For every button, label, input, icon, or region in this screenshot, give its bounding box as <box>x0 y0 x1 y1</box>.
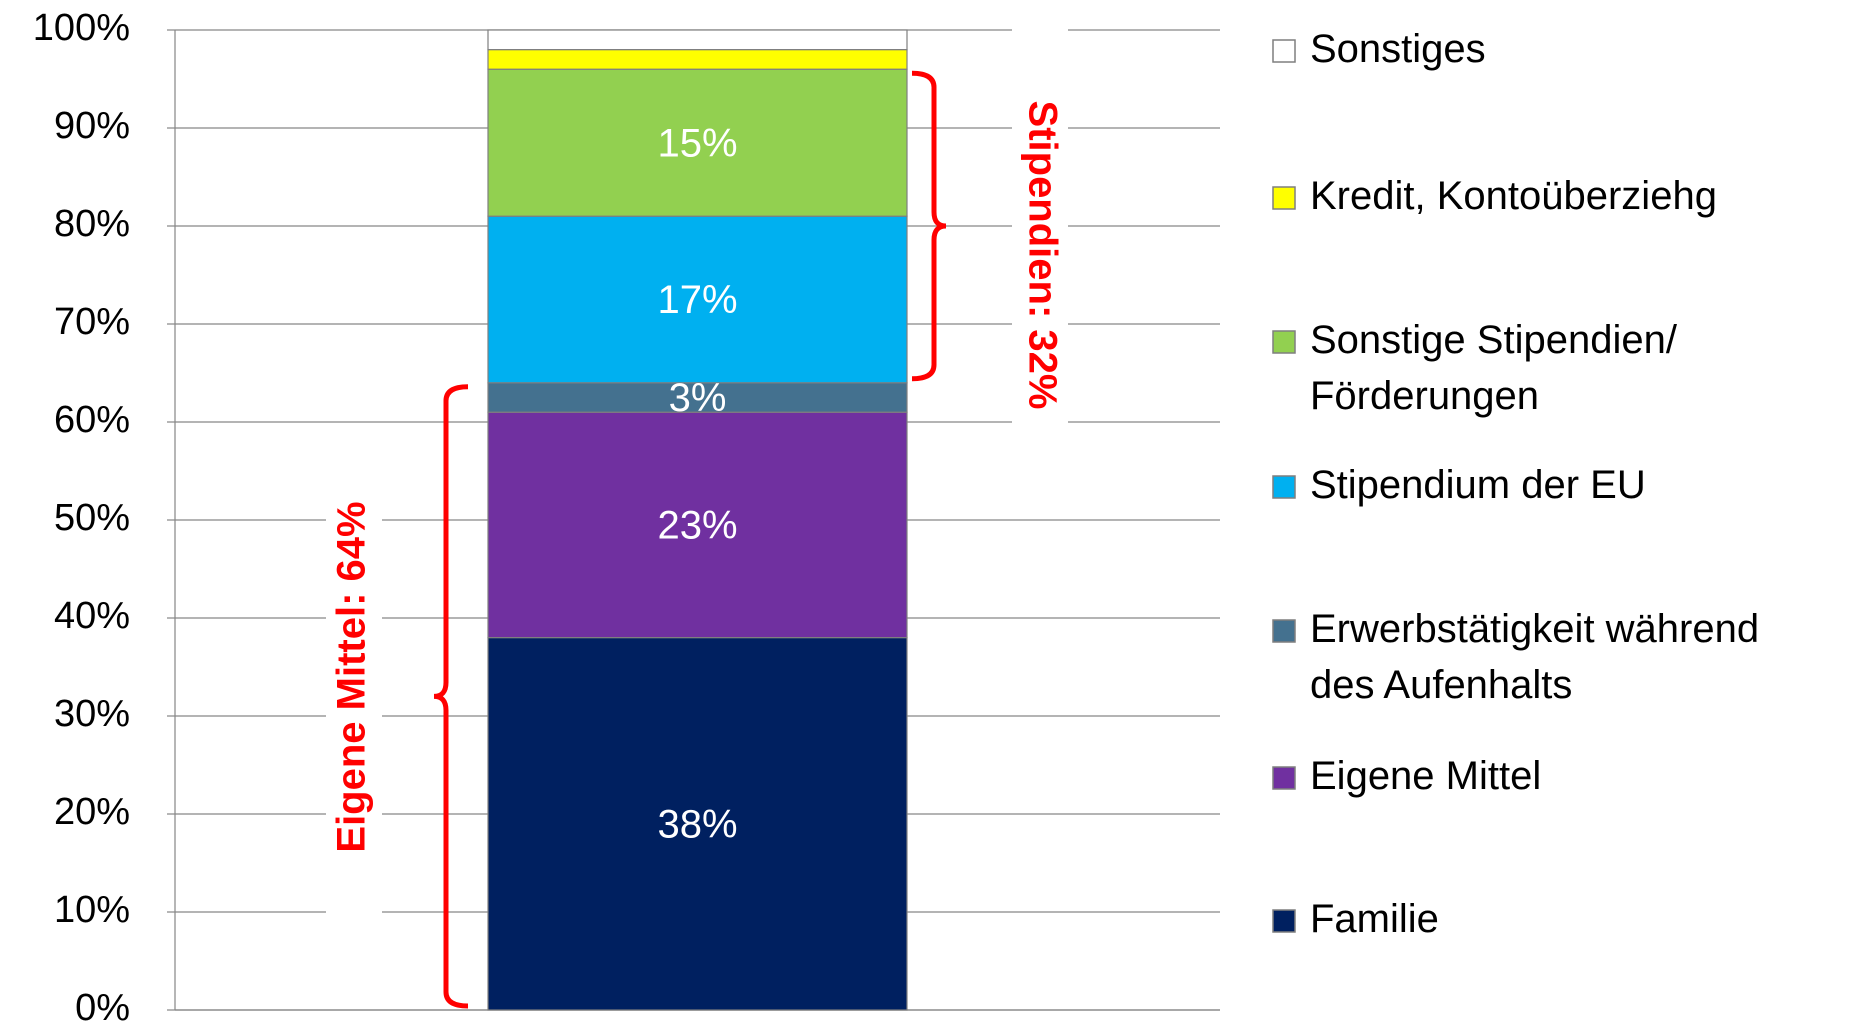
annotation: Stipendien: 32% <box>1020 101 1064 410</box>
legend-line: Sonstiges <box>1310 27 1486 71</box>
legend-label: Familie <box>1310 897 1439 941</box>
data-label: 15% <box>657 121 737 165</box>
legend-swatch <box>1272 186 1296 210</box>
y-tick-label: 10% <box>54 889 130 931</box>
y-tick-label: 80% <box>54 203 130 245</box>
legend-line: Familie <box>1310 897 1439 941</box>
data-label: 17% <box>657 278 737 322</box>
legend-swatch <box>1272 39 1296 63</box>
legend-label: Stipendium der EU <box>1310 463 1646 507</box>
annotation-bg <box>1012 15 1068 495</box>
legend-label: Sonstige Stipendien/Förderungen <box>1310 318 1678 418</box>
y-tick-label: 30% <box>54 693 130 735</box>
y-tick-label: 100% <box>33 7 130 49</box>
y-tick-label: 0% <box>75 987 130 1025</box>
legend-line: Förderungen <box>1310 374 1539 418</box>
bar-segment <box>487 68 908 217</box>
bar-segment <box>487 636 908 1011</box>
data-label: 3% <box>669 376 727 420</box>
annotation-bg <box>326 437 382 917</box>
legend-swatch <box>1272 330 1296 354</box>
y-tick-label: 60% <box>54 399 130 441</box>
legend-line: Erwerbstätigkeit während <box>1310 607 1759 651</box>
legend-line: Stipendium der EU <box>1310 463 1646 507</box>
data-label: 23% <box>657 503 737 547</box>
y-tick-label: 90% <box>54 105 130 147</box>
legend-label: Erwerbstätigkeit während des Aufenhalts <box>1310 607 1759 707</box>
brace <box>911 70 947 382</box>
bar-segment <box>487 48 908 70</box>
legend-line: Eigene Mittel <box>1310 754 1541 798</box>
legend-swatch <box>1272 909 1296 933</box>
data-label: 38% <box>657 802 737 846</box>
y-tick-label: 20% <box>54 791 130 833</box>
bar-segment <box>487 29 908 51</box>
y-tick-label: 70% <box>54 301 130 343</box>
legend-line: des Aufenhalts <box>1310 663 1572 707</box>
y-tick-label: 40% <box>54 595 130 637</box>
legend-label: Kredit, Kontoüberziehg <box>1310 174 1717 218</box>
bar-segment <box>487 411 908 639</box>
brace <box>433 384 469 1009</box>
legend-label: Sonstiges <box>1310 27 1486 71</box>
legend-line: Kredit, Kontoüberziehg <box>1310 174 1717 218</box>
legend-line: Sonstige Stipendien/ <box>1310 318 1678 362</box>
legend-label: Eigene Mittel <box>1310 754 1541 798</box>
y-tick-label: 50% <box>54 497 130 539</box>
legend-swatch <box>1272 475 1296 499</box>
bar-segment <box>487 215 908 384</box>
legend-swatch <box>1272 766 1296 790</box>
annotation: Eigene Mittel: 64% <box>330 501 374 852</box>
legend-swatch <box>1272 619 1296 643</box>
